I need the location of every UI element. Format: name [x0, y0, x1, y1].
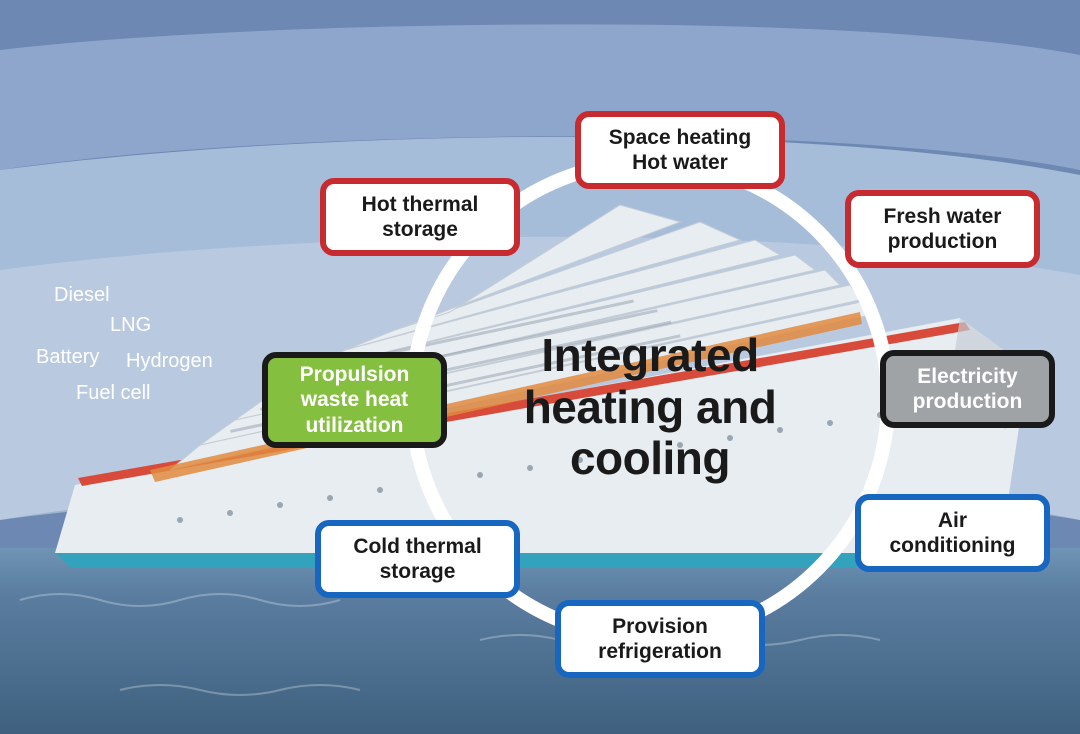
node-label: Cold thermalstorage [353, 534, 481, 584]
node-space-heating: Space heatingHot water [575, 111, 785, 189]
node-provision: Provisionrefrigeration [555, 600, 765, 678]
node-label: Provisionrefrigeration [598, 614, 722, 664]
fuel-label: Fuel cell [76, 382, 150, 405]
node-fresh-water: Fresh waterproduction [845, 190, 1040, 268]
node-label: Space heatingHot water [609, 125, 751, 175]
node-label: Electricityproduction [913, 364, 1023, 414]
fuel-label: LNG [110, 314, 151, 337]
fuel-label: Battery [36, 346, 99, 369]
node-label: Propulsionwaste heatutilization [300, 362, 410, 438]
fuel-label: Diesel [54, 284, 110, 307]
node-electricity: Electricityproduction [880, 350, 1055, 428]
center-title: Integrated heating and cooling [500, 330, 800, 485]
node-hot-thermal: Hot thermalstorage [320, 178, 520, 256]
center-title-line: cooling [500, 433, 800, 485]
node-propulsion: Propulsionwaste heatutilization [262, 352, 447, 448]
node-air-cond: Airconditioning [855, 494, 1050, 572]
center-title-line: Integrated [500, 330, 800, 382]
node-cold-thermal: Cold thermalstorage [315, 520, 520, 598]
fuel-label: Hydrogen [126, 350, 213, 373]
center-title-line: heating and [500, 382, 800, 434]
infographic-stage: Integrated heating and cooling Space hea… [0, 0, 1080, 734]
node-label: Fresh waterproduction [884, 204, 1002, 254]
node-label: Airconditioning [890, 508, 1016, 558]
node-label: Hot thermalstorage [362, 192, 479, 242]
